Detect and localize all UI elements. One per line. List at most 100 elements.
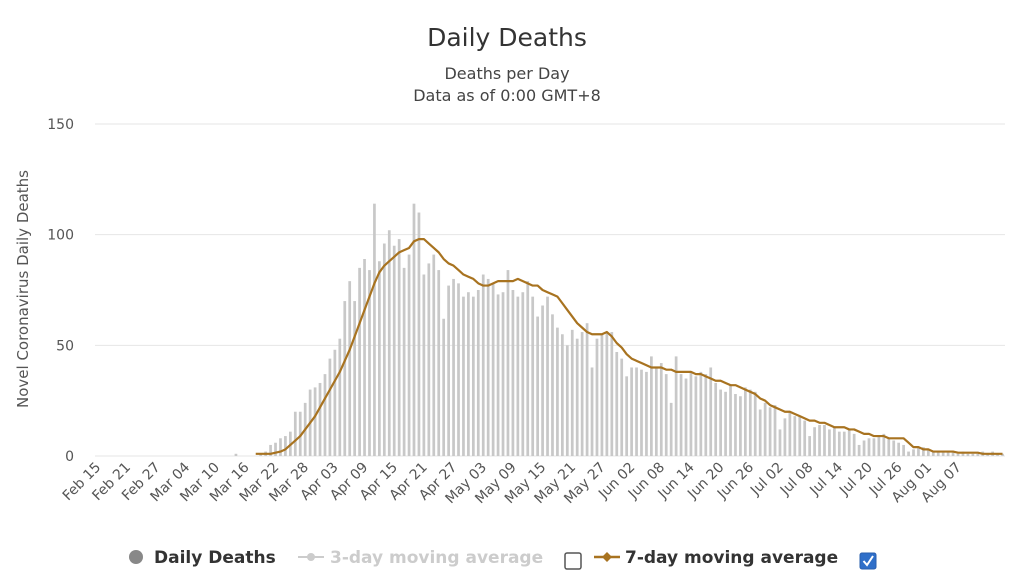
bar	[298, 411, 302, 456]
bar	[531, 296, 535, 456]
bar	[575, 338, 579, 456]
bar	[526, 281, 530, 456]
bar	[368, 270, 371, 456]
bar	[788, 411, 792, 456]
bar	[565, 345, 569, 456]
bar	[714, 382, 718, 456]
x-tick-label: Jul 14	[806, 459, 846, 499]
bar	[610, 332, 614, 456]
bar	[996, 453, 999, 456]
legend-item-7day-average[interactable]: 7-day moving average	[594, 548, 877, 570]
x-tick-label: Jul 08	[777, 460, 817, 500]
bar	[922, 447, 925, 456]
checkbox-3day-average[interactable]	[564, 552, 582, 570]
bar	[813, 427, 816, 456]
bar	[862, 440, 866, 456]
bar	[234, 453, 238, 456]
bar	[471, 296, 475, 456]
bar	[724, 391, 727, 456]
bar	[481, 274, 485, 456]
legend-item-daily-deaths[interactable]: Daily Deaths	[129, 548, 276, 568]
bar	[284, 436, 287, 456]
bar	[501, 292, 505, 456]
bar	[382, 243, 386, 456]
bar	[417, 212, 421, 456]
bar	[363, 259, 366, 456]
bar	[600, 334, 604, 456]
bar	[684, 378, 688, 456]
seven-day-average-line	[255, 237, 1003, 455]
bar	[506, 270, 510, 456]
bar	[462, 296, 465, 456]
legend-item-3day-average[interactable]: 3-day moving average	[298, 548, 582, 570]
bar	[842, 431, 846, 456]
bar	[659, 363, 663, 456]
legend-label-daily-deaths: Daily Deaths	[154, 548, 276, 568]
bar	[882, 433, 886, 456]
bar	[630, 367, 633, 456]
bar	[422, 274, 426, 456]
legend-label-3day-average: 3-day moving average	[330, 548, 543, 568]
bar	[679, 374, 683, 456]
bar	[590, 367, 594, 456]
bar	[897, 442, 901, 456]
bar	[476, 290, 480, 456]
bar	[719, 389, 722, 456]
bar	[442, 318, 446, 456]
bar	[753, 391, 757, 456]
bar	[437, 270, 441, 456]
bar	[778, 429, 782, 456]
checkbox-7day-average[interactable]	[859, 552, 877, 570]
line-marker-dot-icon	[307, 553, 315, 561]
y-tick-label: 150	[47, 117, 74, 133]
legend: Daily Deaths 3-day moving average 7-day …	[129, 548, 877, 570]
bar	[694, 376, 698, 456]
bar	[447, 285, 450, 456]
bar	[486, 278, 490, 456]
bar	[343, 301, 347, 456]
bar	[496, 294, 500, 456]
bar	[467, 292, 470, 456]
bar	[412, 203, 416, 456]
bar	[961, 451, 965, 456]
bar	[773, 405, 777, 456]
bar	[318, 382, 322, 456]
daily-deaths-bars	[234, 203, 1004, 456]
bar	[338, 338, 342, 456]
bar	[847, 429, 851, 456]
bar	[556, 327, 559, 456]
bar	[640, 369, 643, 456]
bar	[739, 396, 742, 456]
bar	[293, 411, 297, 456]
bar	[620, 358, 624, 456]
bar	[887, 438, 891, 456]
bar	[689, 371, 693, 456]
bar	[936, 451, 940, 456]
y-tick-label: 50	[56, 338, 74, 354]
bar	[852, 433, 856, 456]
bar	[664, 374, 668, 456]
bar	[793, 416, 797, 456]
bar	[768, 407, 772, 456]
bar	[452, 278, 455, 456]
bar	[432, 254, 436, 456]
circle-icon	[129, 550, 143, 564]
bar	[348, 281, 352, 456]
bar	[986, 453, 990, 456]
bar	[491, 283, 495, 456]
diamond-marker-icon	[602, 552, 612, 562]
checkmark-icon	[862, 555, 874, 567]
bar	[931, 451, 935, 456]
bar	[748, 389, 752, 456]
legend-label-7day-average: 7-day moving average	[625, 548, 838, 568]
bar	[803, 420, 807, 456]
bar	[650, 356, 653, 456]
bar	[926, 449, 930, 456]
bar	[877, 436, 881, 456]
bar	[743, 387, 747, 456]
bar	[1001, 453, 1004, 456]
bar	[872, 438, 876, 456]
bar	[313, 387, 317, 456]
bar	[902, 444, 905, 456]
bar	[783, 418, 787, 456]
